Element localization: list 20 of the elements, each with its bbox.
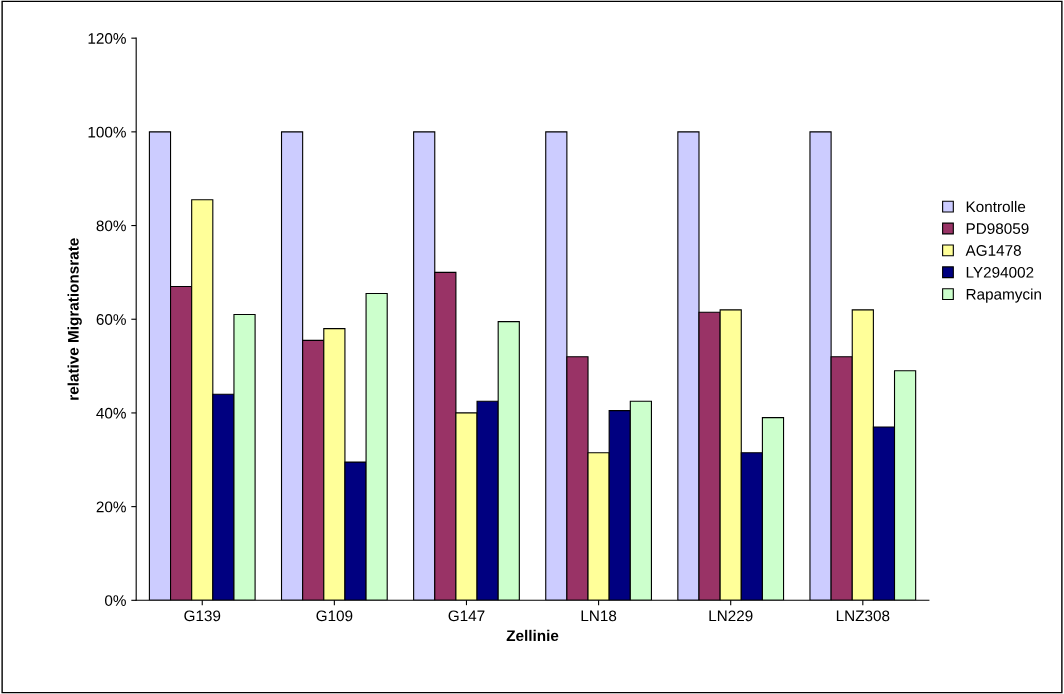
- legend-label: LY294002: [966, 266, 1034, 278]
- legend-label: Kontrolle: [966, 200, 1026, 213]
- x-tick-label: G139: [184, 610, 221, 622]
- legend-label: Rapamycin: [966, 288, 1041, 303]
- y-tick-label: 100%: [88, 126, 126, 138]
- x-tick-label: LNZ308: [836, 610, 890, 622]
- y-axis-title: relative Migrationsrate: [67, 238, 82, 400]
- x-tick-label: LN18: [581, 610, 617, 622]
- x-tick-label: LN229: [709, 610, 753, 622]
- x-tick-label: G147: [448, 610, 485, 622]
- x-axis-title: Zellinie: [506, 629, 559, 642]
- x-tick-label: G109: [316, 610, 353, 622]
- y-tick-label: 120%: [88, 33, 126, 44]
- legend-label: AG1478: [965, 245, 1021, 256]
- y-tick-label: 60%: [96, 314, 126, 325]
- y-tick-label: 80%: [96, 220, 126, 232]
- y-tick-label: 20%: [96, 501, 126, 513]
- y-tick-label: 40%: [96, 407, 126, 419]
- legend-label: PD98059: [966, 223, 1029, 234]
- y-tick-label: 0%: [104, 595, 126, 606]
